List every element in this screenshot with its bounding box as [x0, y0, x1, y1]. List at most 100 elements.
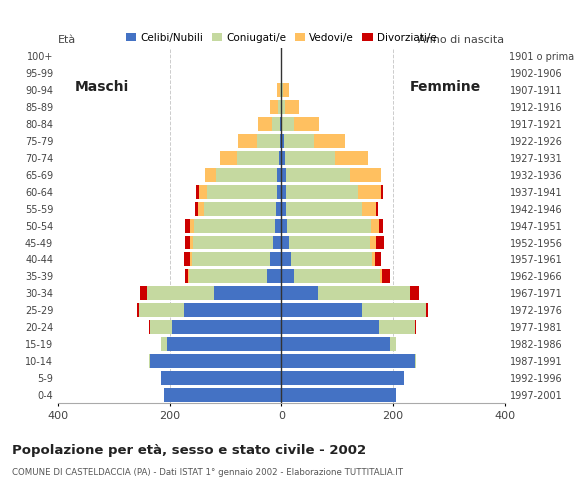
Bar — [282, 100, 285, 114]
Bar — [172, 320, 281, 334]
Bar — [281, 151, 285, 165]
Bar — [193, 236, 274, 250]
Bar — [270, 252, 281, 266]
Bar — [281, 134, 284, 148]
Text: Femmine: Femmine — [409, 80, 481, 94]
Bar — [215, 287, 281, 300]
Bar — [281, 320, 379, 334]
Bar — [205, 168, 216, 182]
Bar — [289, 236, 370, 250]
Bar — [379, 320, 415, 334]
Bar — [277, 168, 281, 182]
Bar — [410, 287, 419, 300]
Bar — [415, 354, 416, 368]
Bar — [272, 117, 280, 131]
Bar — [287, 219, 371, 232]
Bar — [390, 337, 396, 351]
Bar — [270, 100, 278, 114]
Bar — [376, 202, 378, 216]
Bar — [267, 269, 281, 283]
Bar — [277, 84, 280, 97]
Bar — [192, 252, 270, 266]
Bar — [185, 236, 190, 250]
Text: Anno di nascita: Anno di nascita — [419, 35, 505, 45]
Bar — [274, 236, 281, 250]
Text: Maschi: Maschi — [75, 80, 129, 94]
Bar — [379, 219, 383, 232]
Bar — [380, 185, 383, 199]
Bar — [137, 303, 139, 317]
Bar — [281, 168, 286, 182]
Bar — [237, 151, 278, 165]
Bar — [415, 320, 416, 334]
Bar — [238, 134, 258, 148]
Bar — [285, 100, 299, 114]
Bar — [426, 303, 428, 317]
Bar — [190, 219, 194, 232]
Bar — [287, 202, 362, 216]
Bar — [149, 320, 150, 334]
Bar — [350, 168, 380, 182]
Bar — [189, 269, 267, 283]
Bar — [282, 84, 283, 97]
Bar — [258, 134, 280, 148]
Bar — [293, 117, 318, 131]
Bar — [190, 236, 193, 250]
Bar — [195, 202, 198, 216]
Bar — [281, 388, 396, 402]
Bar — [161, 371, 281, 385]
Bar — [147, 287, 215, 300]
Bar — [216, 168, 277, 182]
Text: Età: Età — [58, 35, 76, 45]
Bar — [380, 269, 382, 283]
Bar — [335, 151, 368, 165]
Bar — [281, 287, 318, 300]
Bar — [283, 84, 289, 97]
Bar — [293, 269, 380, 283]
Bar — [190, 252, 192, 266]
Bar — [150, 354, 281, 368]
Bar — [280, 134, 281, 148]
Bar — [184, 252, 190, 266]
Bar — [167, 337, 281, 351]
Bar — [150, 320, 172, 334]
Bar — [275, 219, 281, 232]
Bar — [161, 337, 167, 351]
Legend: Celibi/Nubili, Coniugati/e, Vedovi/e, Divorziati/e: Celibi/Nubili, Coniugati/e, Vedovi/e, Di… — [122, 28, 441, 47]
Bar — [188, 269, 189, 283]
Bar — [140, 287, 147, 300]
Bar — [382, 269, 390, 283]
Text: COMUNE DI CASTELDACCIA (PA) - Dati ISTAT 1° gennaio 2002 - Elaborazione TUTTITAL: COMUNE DI CASTELDACCIA (PA) - Dati ISTAT… — [12, 468, 403, 477]
Bar — [281, 269, 293, 283]
Bar — [362, 303, 426, 317]
Bar — [362, 202, 376, 216]
Bar — [375, 252, 380, 266]
Bar — [204, 202, 276, 216]
Bar — [286, 185, 358, 199]
Bar — [185, 219, 190, 232]
Bar — [280, 84, 281, 97]
Bar — [258, 117, 272, 131]
Bar — [314, 134, 345, 148]
Bar — [281, 371, 404, 385]
Bar — [281, 303, 362, 317]
Bar — [278, 100, 281, 114]
Bar — [281, 252, 291, 266]
Bar — [149, 354, 150, 368]
Bar — [284, 134, 314, 148]
Bar — [285, 151, 335, 165]
Bar — [199, 185, 207, 199]
Bar — [281, 66, 282, 80]
Bar — [318, 287, 409, 300]
Bar — [278, 151, 281, 165]
Bar — [371, 219, 379, 232]
Bar — [207, 185, 277, 199]
Bar — [281, 337, 390, 351]
Bar — [282, 117, 293, 131]
Bar — [376, 236, 384, 250]
Bar — [164, 388, 281, 402]
Bar — [281, 202, 287, 216]
Bar — [277, 185, 281, 199]
Bar — [280, 117, 281, 131]
Bar — [276, 202, 281, 216]
